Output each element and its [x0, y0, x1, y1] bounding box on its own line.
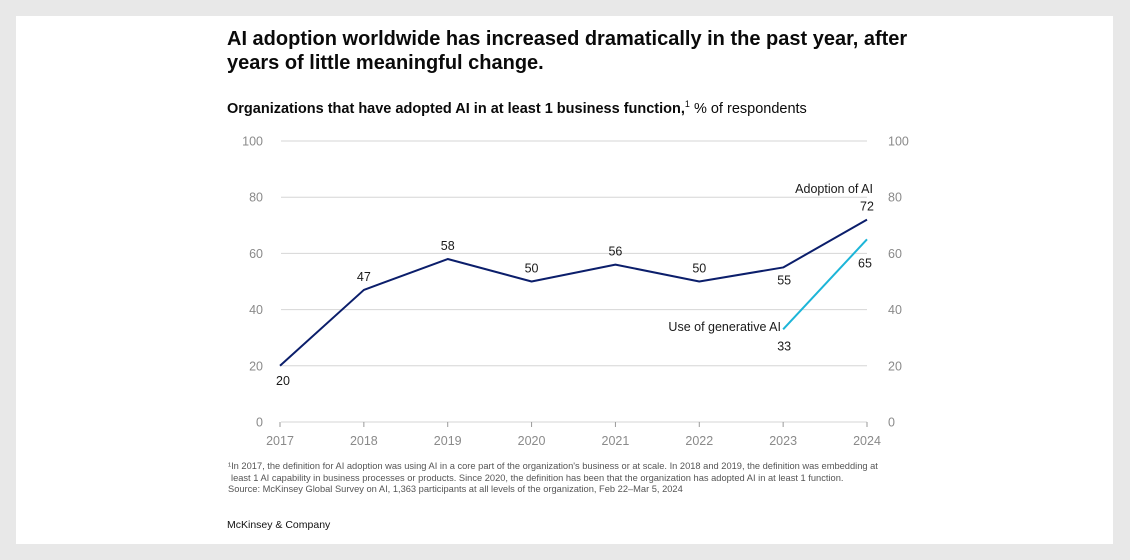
brand-name: McKinsey & Company	[227, 519, 331, 531]
x-tick-label-2022: 2022	[685, 434, 713, 448]
data-label-genai-2024: 65	[858, 256, 872, 270]
headline: AI adoption worldwide has increased dram…	[227, 28, 908, 74]
chart-subtitle: Organizations that have adopted AI in at…	[227, 99, 807, 117]
x-tick-label-2019: 2019	[434, 434, 462, 448]
y-tick-left-20: 20	[249, 359, 263, 373]
y-tick-left-80: 80	[249, 191, 263, 205]
subtitle-units: % of respondents	[689, 100, 807, 117]
y-tick-left-40: 40	[249, 303, 263, 317]
y-tick-left-60: 60	[249, 247, 263, 261]
data-label-adoption-2024: 72	[860, 200, 874, 214]
y-tick-right-40: 40	[888, 303, 902, 317]
y-tick-right-60: 60	[888, 247, 902, 261]
data-label-adoption-2022: 50	[692, 262, 706, 276]
x-tick-label-2024: 2024	[853, 434, 881, 448]
footnote-line-2: least 1 AI capability in business proces…	[231, 472, 844, 483]
y-tick-right-0: 0	[888, 416, 895, 430]
series-label-adoption: Adoption of AI	[795, 182, 873, 196]
data-label-adoption-2023: 55	[777, 273, 791, 287]
data-label-adoption-2021: 56	[608, 245, 622, 259]
y-tick-left-0: 0	[256, 416, 263, 430]
subtitle-bold: Organizations that have adopted AI in at…	[227, 100, 685, 117]
y-tick-right-20: 20	[888, 359, 902, 373]
data-label-adoption-2020: 50	[525, 262, 539, 276]
subtitle-footnote-marker: 1	[684, 99, 690, 109]
x-tick-label-2023: 2023	[769, 434, 797, 448]
data-label-genai-2023: 33	[777, 339, 791, 353]
data-label-adoption-2018: 47	[357, 270, 371, 284]
x-tick-label-2021: 2021	[602, 434, 630, 448]
x-tick-label-2017: 2017	[266, 434, 294, 448]
source-note: Source: McKinsey Global Survey on AI, 1,…	[228, 484, 683, 495]
series-line-adoption	[279, 218, 868, 367]
y-tick-right-100: 100	[888, 135, 909, 149]
chart-card: AI adoption worldwide has increased dram…	[16, 16, 1113, 544]
footnotes: ¹In 2017, the definition for AI adoption…	[228, 461, 928, 496]
footnote-line-1: ¹In 2017, the definition for AI adoption…	[228, 461, 878, 471]
x-tick-label-2018: 2018	[350, 434, 378, 448]
data-label-adoption-2019: 58	[441, 239, 455, 253]
y-tick-left-100: 100	[242, 135, 263, 149]
series-label-genai: Use of generative AI	[668, 320, 781, 334]
x-tick-label-2020: 2020	[518, 434, 546, 448]
y-tick-right-80: 80	[888, 191, 902, 205]
series-line-genai	[782, 238, 868, 330]
data-label-adoption-2017: 20	[276, 374, 290, 388]
